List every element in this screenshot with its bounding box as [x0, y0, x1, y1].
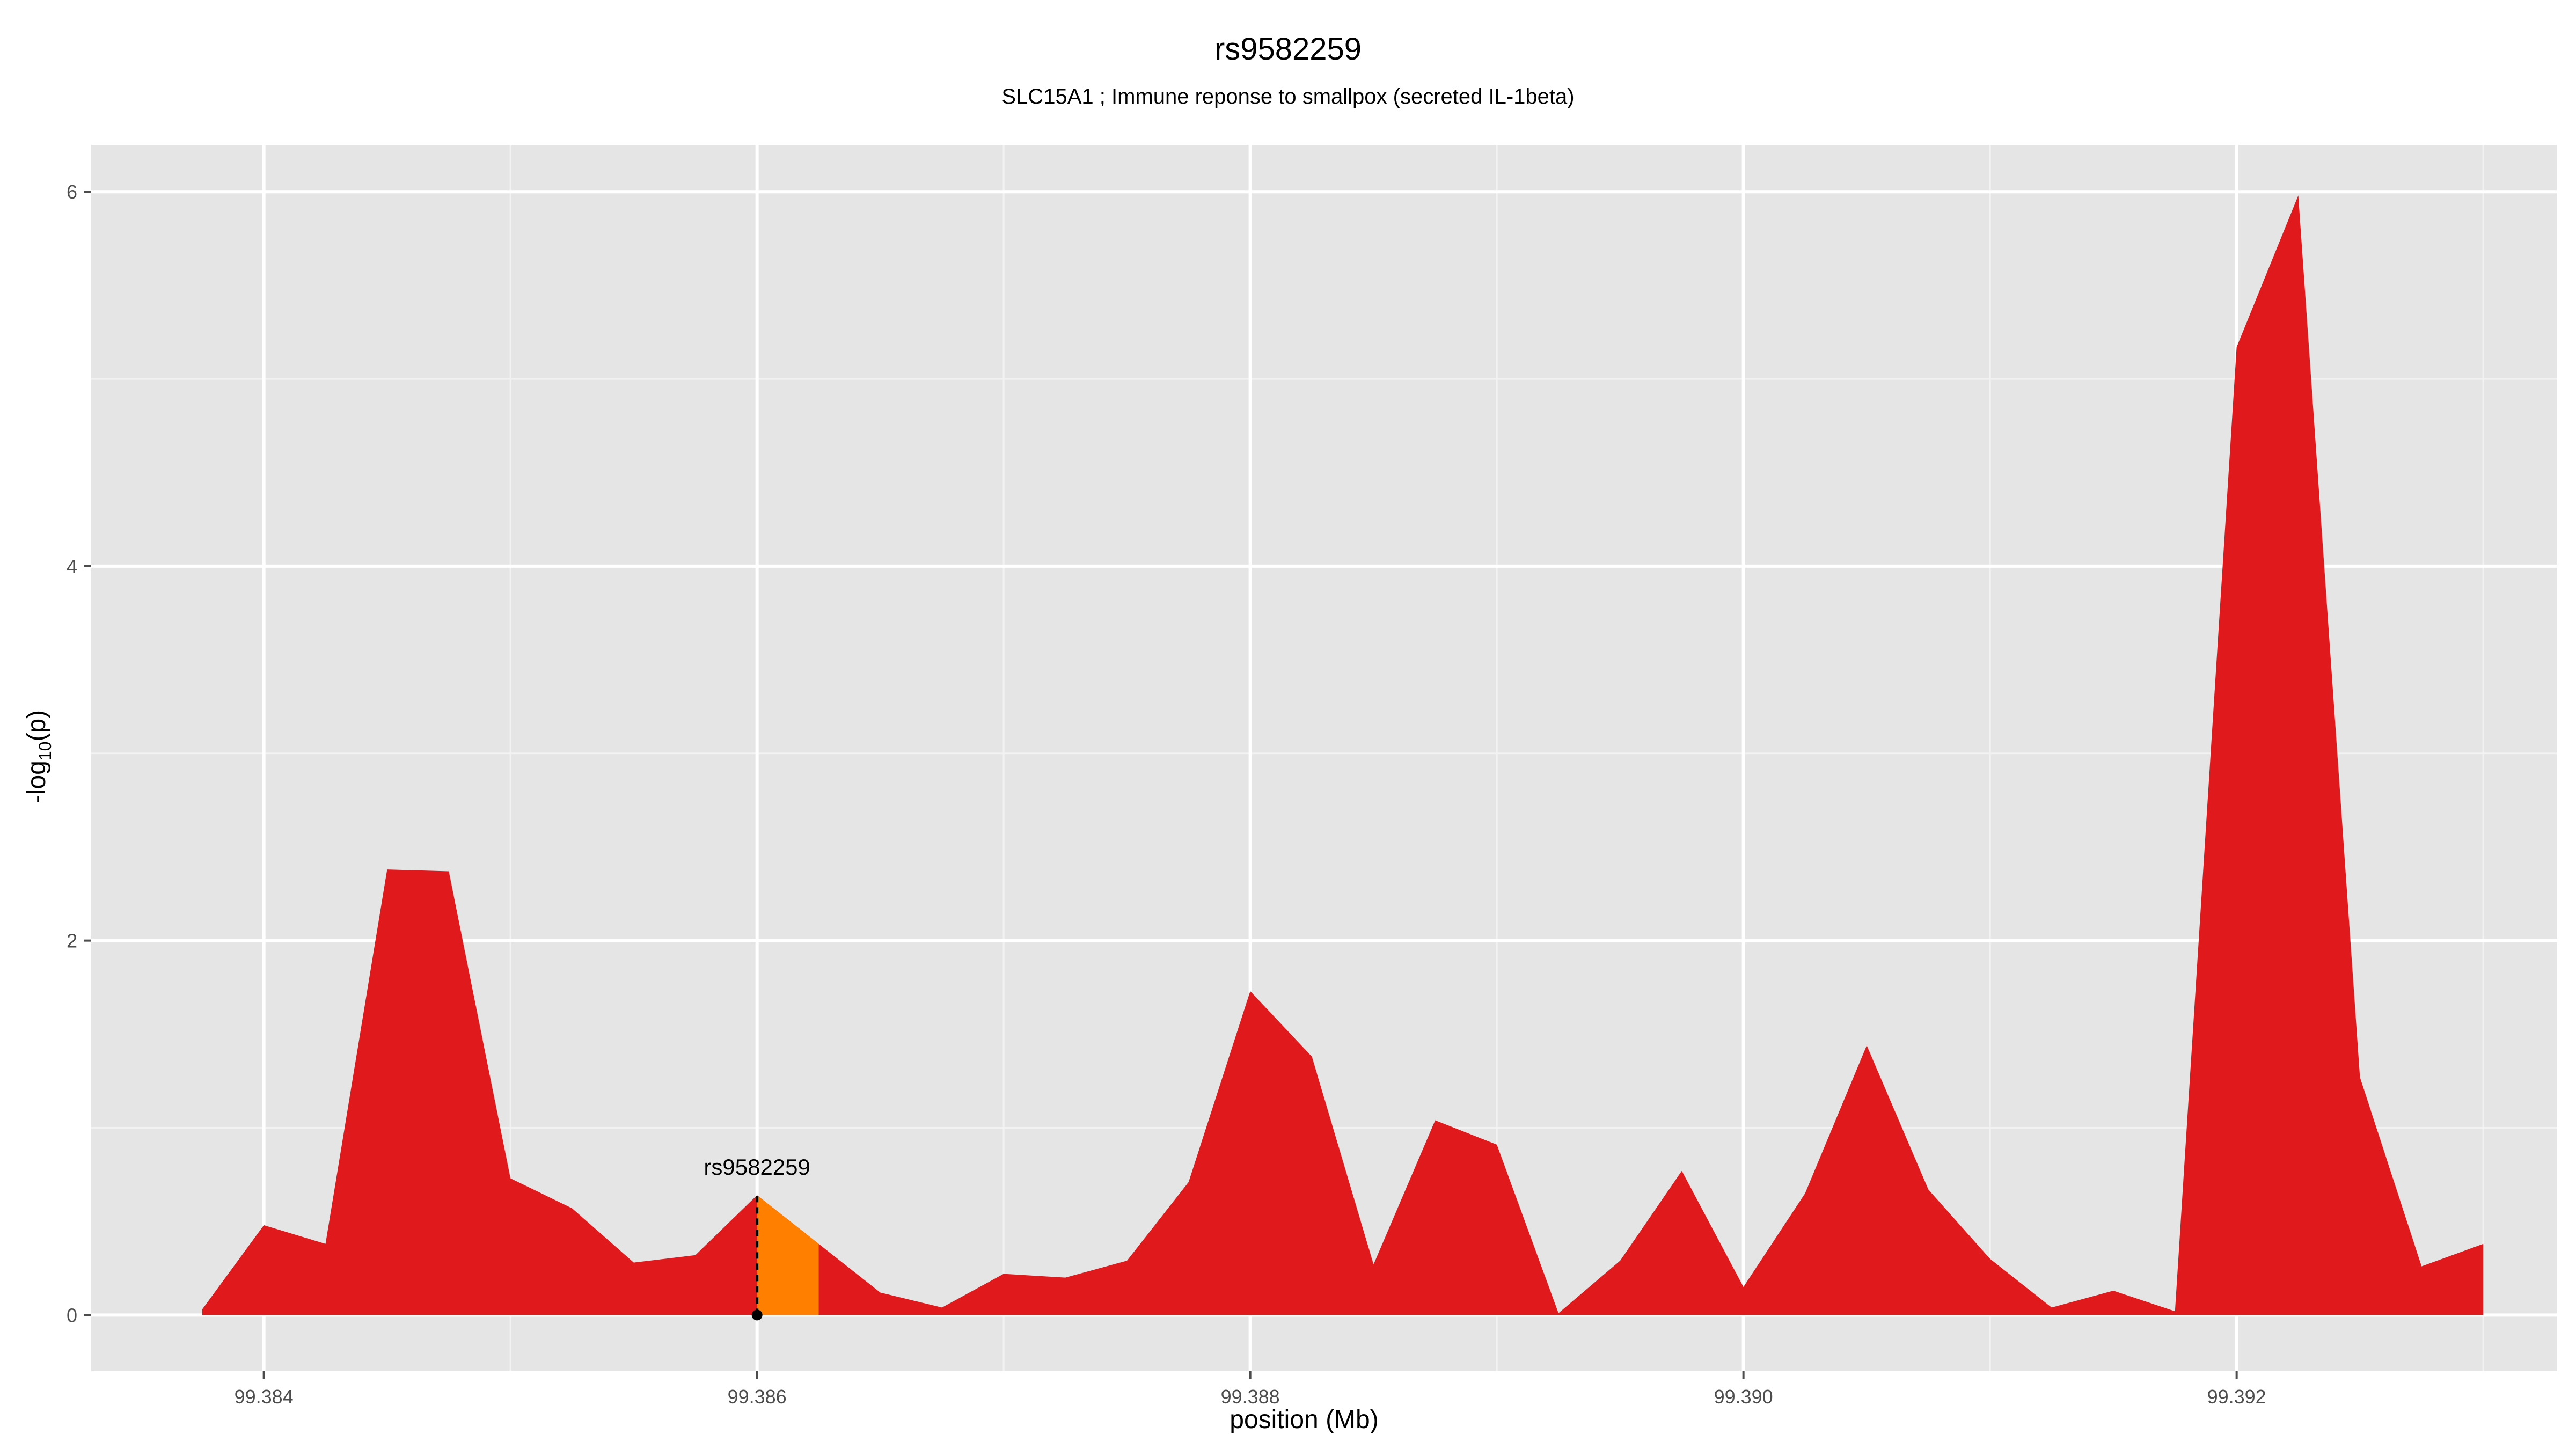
y-tick-label: 2	[67, 930, 77, 952]
highlight-region	[757, 1195, 819, 1315]
y-axis-label: -log10(p)	[23, 709, 55, 804]
x-tick-label: 99.390	[1714, 1386, 1773, 1408]
y-tick-label: 0	[67, 1304, 77, 1326]
x-tick-label: 99.392	[2207, 1386, 2266, 1408]
x-tick-label: 99.384	[235, 1386, 294, 1408]
x-axis-label: position (Mb)	[1230, 1406, 1379, 1434]
y-tick-label: 6	[67, 181, 77, 203]
x-tick-label: 99.388	[1221, 1386, 1280, 1408]
chart-title: rs9582259	[1214, 32, 1362, 67]
highlight-point	[751, 1309, 763, 1321]
highlight-label: rs9582259	[704, 1154, 810, 1180]
y-tick-label: 4	[67, 555, 77, 577]
x-tick-label: 99.386	[728, 1386, 787, 1408]
area-series	[202, 195, 2484, 1315]
chart-subtitle: SLC15A1 ; Immune reponse to smallpox (se…	[1001, 85, 1575, 108]
